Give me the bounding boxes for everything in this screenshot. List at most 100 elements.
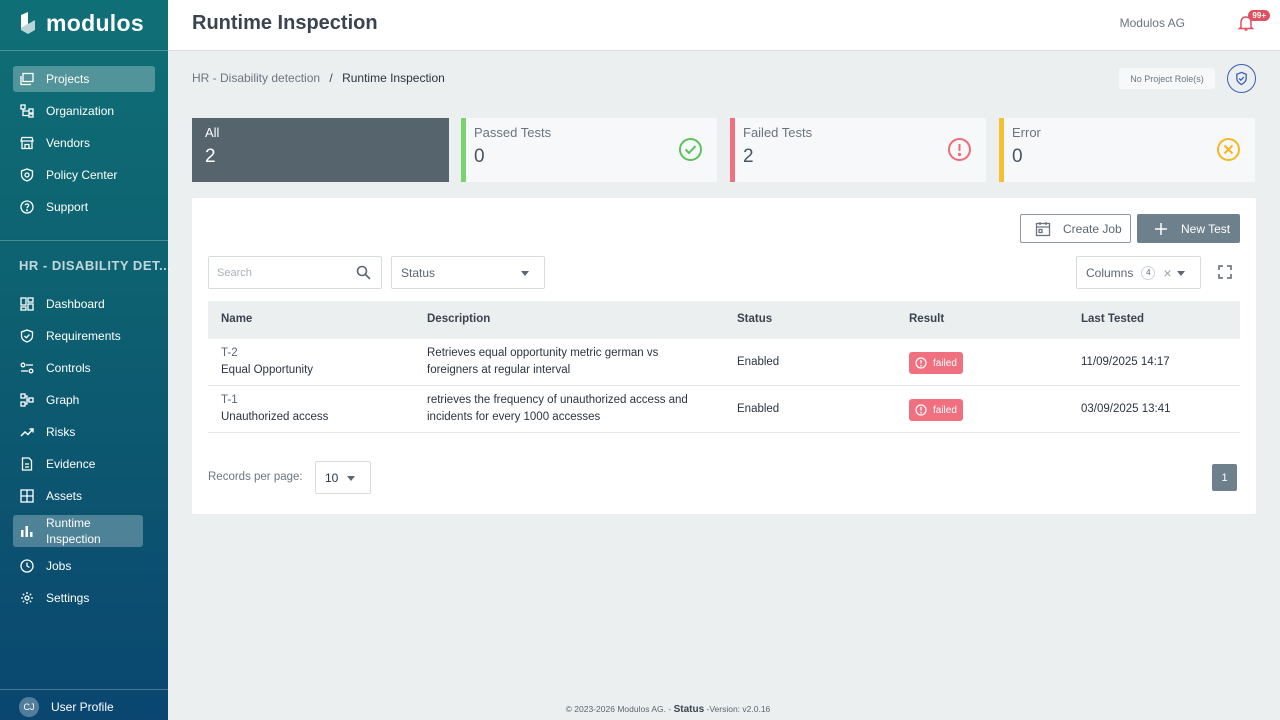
- search-icon[interactable]: [356, 265, 371, 280]
- projects-icon: [20, 72, 34, 86]
- app-logo[interactable]: modulos: [18, 10, 144, 36]
- chevron-down-icon: [347, 476, 355, 481]
- sidebar-item-policy-center[interactable]: Policy Center: [13, 162, 155, 188]
- search-input[interactable]: [209, 257, 349, 288]
- columns-select[interactable]: Columns 4 ×: [1076, 256, 1201, 289]
- tests-table: Name Description Status Result Last Test…: [208, 301, 1240, 433]
- logo-text: modulos: [46, 9, 144, 36]
- stat-accent-bar: [730, 118, 735, 182]
- sidebar-item-label: Settings: [46, 591, 90, 605]
- user-profile-label: User Profile: [51, 700, 114, 714]
- column-header-status[interactable]: Status: [737, 313, 773, 325]
- create-job-label: Create Job: [1063, 221, 1122, 236]
- column-header-result[interactable]: Result: [909, 313, 945, 325]
- sidebar-item-controls[interactable]: Controls: [13, 355, 155, 381]
- test-id: T-2: [221, 347, 238, 359]
- stat-value: 0: [1012, 146, 1023, 167]
- support-icon: [20, 200, 34, 214]
- name-cell: T-1 Unauthorized access: [221, 392, 328, 426]
- breadcrumb: HR - Disability detection / Runtime Insp…: [192, 71, 445, 85]
- column-header-last-tested[interactable]: Last Tested: [1081, 313, 1145, 325]
- graph-icon: [20, 393, 34, 407]
- sidebar-item-graph[interactable]: Graph: [13, 387, 155, 413]
- column-header-name[interactable]: Name: [221, 313, 253, 325]
- sidebar-item-organization[interactable]: Organization: [13, 98, 155, 124]
- vendors-icon: [20, 136, 34, 150]
- requirements-icon: [20, 329, 34, 343]
- description-line: foreigners at regular interval: [427, 364, 571, 376]
- stat-label: Error: [1012, 125, 1041, 140]
- table-row[interactable]: T-2 Equal Opportunity Retrieves equal op…: [208, 339, 1240, 386]
- description-cell: Retrieves equal opportunity metric germa…: [427, 345, 658, 379]
- modulos-logo-icon: [18, 12, 38, 34]
- sidebar-item-jobs[interactable]: Jobs: [13, 553, 155, 579]
- chevron-down-icon: [521, 271, 529, 276]
- sidebar-item-dashboard[interactable]: Dashboard: [13, 291, 155, 317]
- table-row[interactable]: T-1 Unauthorized access retrieves the fr…: [208, 386, 1240, 433]
- sidebar-item-risks[interactable]: Risks: [13, 419, 155, 445]
- sidebar-item-label: Dashboard: [46, 297, 105, 311]
- result-label: failed: [933, 404, 957, 416]
- stat-card-passed[interactable]: Passed Tests 0: [461, 118, 717, 182]
- result-label: failed: [933, 357, 957, 369]
- sidebar-item-vendors[interactable]: Vendors: [13, 130, 155, 156]
- breadcrumb-current: Runtime Inspection: [342, 71, 445, 85]
- dashboard-icon: [20, 297, 34, 311]
- tests-panel: Create Job New Test Status Columns 4 × N…: [192, 198, 1256, 514]
- sidebar-item-support[interactable]: Support: [13, 194, 155, 220]
- description-cell: retrieves the frequency of unauthorized …: [427, 392, 688, 426]
- stat-label: Passed Tests: [474, 125, 552, 140]
- stat-card-all[interactable]: All 2: [192, 118, 449, 182]
- project-title[interactable]: HR - DISABILITY DET...: [19, 258, 172, 273]
- sidebar-item-label: Policy Center: [46, 168, 118, 182]
- page-button-1[interactable]: 1: [1212, 464, 1237, 491]
- sidebar-divider: [0, 240, 168, 241]
- assets-icon: [20, 489, 34, 503]
- alert-circle-icon: [915, 404, 927, 416]
- stat-card-failed[interactable]: Failed Tests 2: [730, 118, 986, 182]
- notification-badge: 99+: [1248, 10, 1270, 21]
- sidebar-item-label: Controls: [46, 361, 91, 375]
- sidebar-item-requirements[interactable]: Requirements: [13, 323, 155, 349]
- org-switcher[interactable]: Modulos AG: [1119, 16, 1185, 30]
- sidebar-item-label: Organization: [46, 104, 115, 118]
- sidebar-divider: [0, 689, 168, 690]
- alert-circle-icon: [915, 357, 927, 369]
- bell-icon[interactable]: [1237, 14, 1255, 32]
- sidebar-divider: [0, 50, 168, 51]
- sidebar-item-assets[interactable]: Assets: [13, 483, 155, 509]
- runtime-icon: [20, 524, 34, 538]
- footer-version: -Version: v2.0.16: [706, 704, 771, 714]
- clock-icon: [20, 559, 34, 573]
- footer: © 2023-2026 Modulos AG. - Status -Versio…: [168, 704, 1168, 715]
- records-per-page-select[interactable]: 10: [315, 461, 371, 494]
- sidebar-item-settings[interactable]: Settings: [13, 585, 155, 611]
- clear-icon[interactable]: ×: [1163, 264, 1172, 281]
- chevron-down-icon: [1177, 271, 1185, 276]
- sidebar-item-label: Evidence: [46, 457, 96, 471]
- stat-accent-bar: [461, 118, 466, 182]
- new-test-button[interactable]: New Test: [1137, 214, 1240, 243]
- policy-icon: [20, 168, 34, 182]
- column-header-description[interactable]: Description: [427, 313, 491, 325]
- sidebar-item-runtime-inspection[interactable]: Runtime Inspection: [13, 515, 143, 547]
- records-per-page-label: Records per page:: [208, 471, 303, 483]
- fullscreen-icon[interactable]: [1218, 265, 1232, 279]
- user-profile[interactable]: CJ User Profile: [19, 697, 114, 717]
- footer-status-link[interactable]: Status: [673, 704, 705, 715]
- sidebar-item-label: Support: [46, 200, 89, 214]
- role-shield-button[interactable]: [1227, 64, 1256, 93]
- status-filter-select[interactable]: Status: [391, 256, 545, 289]
- columns-count-badge: 4: [1141, 265, 1156, 280]
- create-job-button[interactable]: Create Job: [1020, 214, 1131, 243]
- top-header: Runtime Inspection Modulos AG 99+: [168, 0, 1280, 51]
- breadcrumb-parent[interactable]: HR - Disability detection: [192, 71, 321, 85]
- sidebar-item-projects[interactable]: Projects: [13, 66, 155, 92]
- sidebar-item-label: Risks: [46, 425, 76, 439]
- sidebar-item-label: Graph: [46, 393, 80, 407]
- status-cell: Enabled: [737, 356, 780, 368]
- stat-card-error[interactable]: Error 0: [999, 118, 1255, 182]
- columns-label: Columns: [1086, 265, 1134, 280]
- result-badge: failed: [909, 352, 963, 374]
- sidebar-item-evidence[interactable]: Evidence: [13, 451, 155, 477]
